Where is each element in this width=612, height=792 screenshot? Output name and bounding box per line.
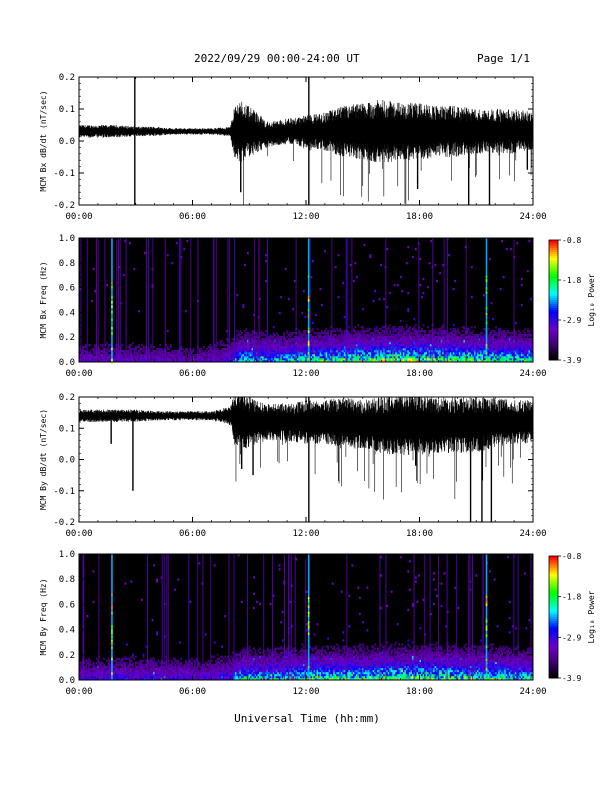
y-tick-label: -0.1 bbox=[53, 169, 75, 179]
colorbar-tick-label: -1.8 bbox=[562, 593, 581, 602]
y-tick-label: 0.6 bbox=[59, 600, 75, 610]
x-axis-title: Universal Time (hh:mm) bbox=[234, 712, 380, 725]
x-tick-label: 12:00 bbox=[292, 212, 319, 222]
y-axis-label: MCM By dB/dt (nT/sec) bbox=[39, 409, 48, 510]
panel-3-axes bbox=[78, 553, 534, 681]
x-tick-label: 00:00 bbox=[65, 212, 92, 222]
x-tick-label: 06:00 bbox=[179, 529, 206, 539]
panel-1-spectrogram bbox=[79, 238, 534, 364]
y-tick-label: 0.1 bbox=[59, 424, 75, 434]
y-tick-label: 0.2 bbox=[59, 393, 75, 403]
panel-0-axes bbox=[78, 76, 534, 206]
y-tick-label: 0.4 bbox=[59, 308, 75, 318]
colorbar-label: Log₁₀ Power bbox=[587, 590, 596, 643]
colorbar bbox=[548, 555, 561, 679]
x-tick-label: 12:00 bbox=[292, 687, 319, 697]
x-tick-label: 00:00 bbox=[65, 529, 92, 539]
colorbar-tick-label: -2.9 bbox=[562, 633, 581, 642]
y-tick-label: -0.2 bbox=[53, 201, 75, 211]
panel-3-spectrogram bbox=[79, 554, 534, 681]
colorbar-tick-label: -3.9 bbox=[562, 674, 581, 683]
dbdt-trace bbox=[78, 397, 534, 500]
dbdt-trace bbox=[78, 99, 534, 205]
x-tick-label: 24:00 bbox=[519, 212, 546, 222]
y-tick-label: 0.0 bbox=[59, 456, 75, 466]
broadband-event bbox=[111, 238, 113, 362]
x-tick-label: 24:00 bbox=[519, 529, 546, 539]
x-tick-label: 18:00 bbox=[406, 529, 433, 539]
y-tick-label: 0.0 bbox=[59, 358, 75, 368]
y-tick-label: 0.0 bbox=[59, 137, 75, 147]
x-tick-label: 18:00 bbox=[406, 687, 433, 697]
x-tick-label: 00:00 bbox=[65, 369, 92, 379]
panel-0-trace bbox=[78, 77, 534, 205]
colorbar-tick-label: -3.9 bbox=[562, 356, 581, 365]
x-tick-label: 24:00 bbox=[519, 687, 546, 697]
y-tick-label: -0.1 bbox=[53, 487, 75, 497]
x-tick-label: 12:00 bbox=[292, 529, 319, 539]
y-axis-label: MCM By Freq (Hz) bbox=[39, 578, 48, 655]
y-axis-label: MCM Bx dB/dt (nT/sec) bbox=[39, 90, 48, 191]
y-axis-label: MCM Bx Freq (Hz) bbox=[39, 261, 48, 338]
colorbar-tick-label: -0.8 bbox=[562, 552, 581, 561]
x-tick-label: 18:00 bbox=[406, 212, 433, 222]
colorbar-label: Log₁₀ Power bbox=[587, 273, 596, 326]
x-tick-label: 12:00 bbox=[292, 369, 319, 379]
broadband-event bbox=[111, 554, 113, 680]
x-tick-label: 18:00 bbox=[406, 369, 433, 379]
y-tick-label: -0.2 bbox=[53, 518, 75, 528]
y-tick-label: 0.8 bbox=[59, 259, 75, 269]
y-tick-label: 0.1 bbox=[59, 105, 75, 115]
panel-2-trace bbox=[78, 397, 534, 522]
colorbar-tick-label: -0.8 bbox=[562, 236, 581, 245]
x-tick-label: 00:00 bbox=[65, 687, 92, 697]
colorbar bbox=[548, 239, 561, 361]
x-tick-label: 06:00 bbox=[179, 212, 206, 222]
y-tick-label: 0.2 bbox=[59, 333, 75, 343]
broadband-event bbox=[485, 238, 488, 362]
y-tick-label: 0.2 bbox=[59, 73, 75, 83]
y-tick-label: 1.0 bbox=[59, 234, 75, 244]
y-tick-label: 0.4 bbox=[59, 626, 75, 636]
y-tick-label: 1.0 bbox=[59, 550, 75, 560]
colorbar-tick-label: -1.8 bbox=[562, 276, 581, 285]
panel-1-axes bbox=[78, 237, 534, 363]
figure-title: 2022/09/29 00:00-24:00 UT bbox=[194, 52, 360, 65]
panel-2-axes bbox=[78, 396, 534, 523]
y-tick-label: 0.2 bbox=[59, 651, 75, 661]
x-tick-label: 06:00 bbox=[179, 369, 206, 379]
y-tick-label: 0.0 bbox=[59, 676, 75, 686]
y-tick-label: 0.8 bbox=[59, 575, 75, 585]
y-tick-label: 0.6 bbox=[59, 284, 75, 294]
x-tick-label: 24:00 bbox=[519, 369, 546, 379]
page-number: Page 1/1 bbox=[477, 52, 530, 65]
colorbar-tick-label: -2.9 bbox=[562, 316, 581, 325]
x-tick-label: 06:00 bbox=[179, 687, 206, 697]
broadband-event bbox=[485, 554, 488, 680]
